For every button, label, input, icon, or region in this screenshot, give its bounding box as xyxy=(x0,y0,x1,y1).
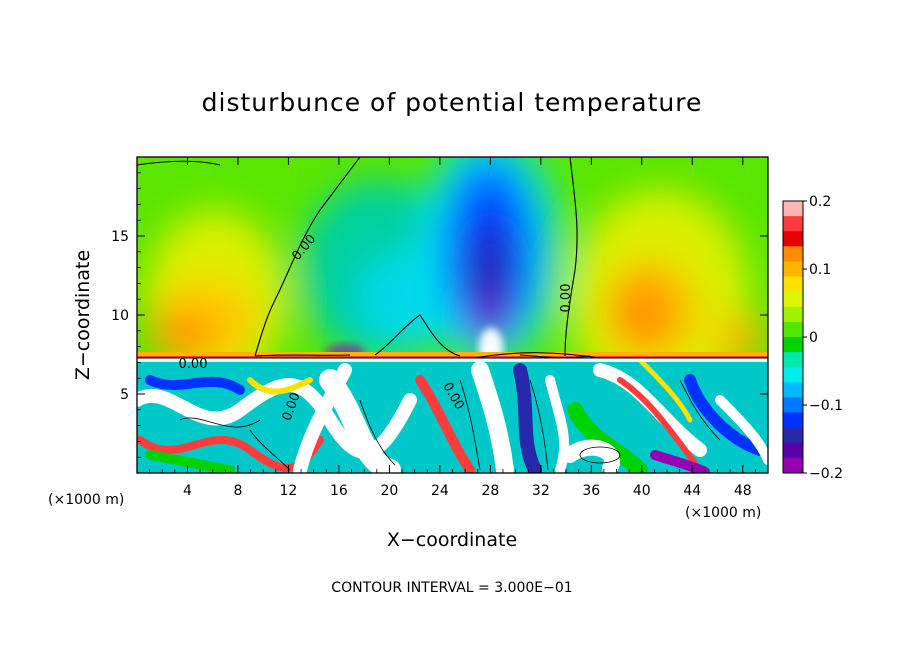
colorbar-cell xyxy=(783,427,803,444)
colorbar-cell xyxy=(783,216,803,232)
contour-lines xyxy=(136,156,768,359)
x-tick-label: 8 xyxy=(233,483,242,499)
colorbar-ticks: 0.2 0.1 0 −0.1 −0.2 xyxy=(803,194,843,482)
x-tick-label: 20 xyxy=(380,483,398,499)
colorbar-cell xyxy=(783,397,803,414)
x-tick-label: 48 xyxy=(734,483,752,499)
colorbar-cell xyxy=(783,337,803,353)
y-tick-label: 10 xyxy=(111,308,129,324)
colorbar-cell xyxy=(783,231,803,247)
x-unit-right: (×1000 m) xyxy=(685,505,761,521)
colorbar: 0.2 0.1 0 −0.1 −0.2 xyxy=(782,194,843,482)
x-tick-label: 28 xyxy=(481,483,499,499)
x-tick-label: 16 xyxy=(330,483,348,499)
y-tick-label: 5 xyxy=(120,387,129,403)
lower-field xyxy=(137,358,768,473)
colorbar-cell xyxy=(783,367,803,383)
colorbar-cell xyxy=(783,352,803,368)
x-tick-label: 12 xyxy=(280,483,298,499)
colorbar-cell xyxy=(783,306,803,323)
colorbar-tick-label: 0.2 xyxy=(809,194,831,210)
x-tick-label: 32 xyxy=(532,483,550,499)
contour-label: 0.00 xyxy=(559,284,574,313)
y-axis-label: Z−coordinate xyxy=(72,250,94,380)
colorbar-cell xyxy=(783,291,803,308)
x-tick-label: 4 xyxy=(183,483,192,499)
y-ticks: 5 10 15 xyxy=(111,172,768,458)
x-axis-label: X−coordinate xyxy=(387,529,517,551)
x-tick-label: 24 xyxy=(431,483,449,499)
upper-field xyxy=(137,157,768,358)
colorbar-cell xyxy=(783,261,803,278)
x-tick-label: 40 xyxy=(633,483,651,499)
colorbar-tick-label: 0 xyxy=(809,330,818,346)
colorbar-cells xyxy=(783,201,803,474)
x-ticks: 4 8 12 16 20 24 28 32 36 40 44 48 xyxy=(149,157,756,499)
colorbar-tick-label: −0.1 xyxy=(809,398,843,414)
chart-title: disturbunce of potential temperature xyxy=(202,88,703,117)
colorbar-cell xyxy=(783,442,803,459)
contour-label: 0.00 xyxy=(179,357,208,372)
colorbar-tick-label: 0.1 xyxy=(809,262,831,278)
colorbar-cell xyxy=(783,201,803,217)
contour-interval-note: CONTOUR INTERVAL = 3.000E−01 xyxy=(331,580,572,596)
colorbar-cell xyxy=(783,412,803,429)
x-unit-left: (×1000 m) xyxy=(48,492,124,508)
colorbar-cell xyxy=(783,321,803,338)
plot-area: 0.00 0.00 0.00 0.00 0.00 4 8 12 16 20 24 28 32 3… xyxy=(111,156,769,499)
x-tick-label: 44 xyxy=(683,483,701,499)
x-tick-label: 36 xyxy=(582,483,600,499)
colorbar-tick-label: −0.2 xyxy=(809,466,843,482)
colorbar-cell xyxy=(783,457,803,474)
colorbar-cell xyxy=(783,276,803,293)
colorbar-cell xyxy=(783,246,803,262)
colorbar-cell xyxy=(783,382,803,398)
y-tick-label: 15 xyxy=(111,229,129,245)
